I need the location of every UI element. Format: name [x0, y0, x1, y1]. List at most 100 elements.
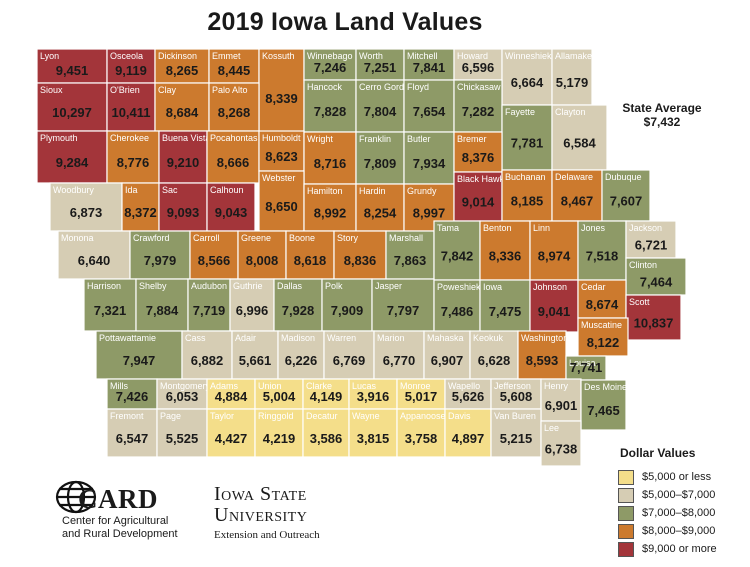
county-shape — [231, 330, 279, 380]
county-name: Pottawattamie — [99, 333, 156, 343]
county-cherokee: Cherokee 8,776 — [106, 130, 160, 184]
county-shape — [154, 48, 210, 84]
county-value: 9,043 — [215, 205, 248, 220]
county-value: 5,179 — [556, 75, 589, 90]
county-name: Greene — [241, 233, 271, 243]
county-shape — [106, 82, 156, 132]
county-name: Cass — [185, 333, 206, 343]
county-value: 5,525 — [166, 431, 199, 446]
county-name: Lucas — [352, 381, 377, 391]
county-shape — [373, 330, 425, 380]
county-shape — [206, 182, 256, 232]
county-allamakee: Allamakee 5,179 — [551, 48, 597, 106]
county-muscatine: Muscatine 8,122 — [577, 317, 629, 357]
county-name: Sioux — [40, 85, 63, 95]
county-name: Butler — [407, 134, 431, 144]
county-decatur: Decatur 3,586 — [302, 408, 350, 458]
county-jasper: Jasper 7,797 — [371, 278, 435, 332]
county-value: 8,445 — [218, 63, 251, 78]
county-name: Marion — [377, 333, 405, 343]
county-shape — [479, 220, 531, 281]
county-value: 5,626 — [452, 389, 485, 404]
county-shape — [433, 220, 481, 281]
legend-label: $5,000 or less — [642, 471, 712, 483]
county-shelby: Shelby 7,884 — [135, 278, 189, 332]
county-value: 8,992 — [314, 206, 347, 221]
county-sioux: Sioux 10,297 — [36, 82, 108, 132]
county-name: Woodbury — [53, 185, 94, 195]
county-shape — [189, 230, 239, 280]
county-value: 8,122 — [587, 335, 620, 350]
county-name: Pocahontas — [210, 133, 258, 143]
county-delaware: Delaware 8,467 — [551, 169, 603, 222]
county-value: 10,297 — [52, 105, 92, 120]
county-shape — [158, 130, 208, 184]
county-name: Clarke — [306, 381, 332, 391]
county-value: 6,907 — [431, 353, 464, 368]
county-shape — [229, 278, 275, 332]
county-name: Mitchell — [407, 51, 438, 61]
county-value: 5,608 — [500, 389, 533, 404]
county-buena-vista: Buena Vista 9,210 — [158, 130, 210, 184]
county-shape — [208, 82, 260, 132]
county-shape — [158, 182, 208, 232]
county-name: Palo Alto — [212, 85, 248, 95]
county-value: 7,947 — [123, 353, 156, 368]
county-value: 7,842 — [441, 249, 474, 264]
legend-title: Dollar Values — [620, 446, 696, 460]
isu-wordmark-line: University — [214, 504, 308, 526]
county-value: 7,426 — [116, 389, 149, 404]
county-shape — [348, 378, 398, 410]
county-shape — [403, 48, 455, 81]
county-adair: Adair 5,661 — [231, 330, 279, 380]
county-name: Allamakee — [555, 51, 597, 61]
county-value: 8,593 — [526, 353, 559, 368]
county-value: 8,618 — [294, 253, 327, 268]
county-marshall: Marshall 7,863 — [385, 230, 435, 280]
county-page: Page 5,525 — [156, 408, 208, 458]
county-value: 7,719 — [193, 303, 226, 318]
county-value: 8,623 — [265, 149, 298, 164]
county-buchanan: Buchanan 8,185 — [501, 169, 553, 222]
county-name: Cherokee — [110, 133, 149, 143]
county-iowa: Iowa 7,475 — [479, 279, 531, 333]
county-name: Keokuk — [473, 333, 504, 343]
county-name: Wayne — [352, 411, 380, 421]
county-name: Polk — [325, 281, 343, 291]
county-warren: Warren 6,769 — [323, 330, 375, 380]
county-value: 8,376 — [462, 150, 495, 165]
county-shape — [321, 278, 373, 332]
county-van-buren: Van Buren 5,215 — [490, 408, 542, 458]
county-shape — [453, 48, 503, 81]
county-floyd: Floyd 7,654 — [403, 79, 455, 133]
county-shape — [625, 257, 687, 296]
county-dickinson: Dickinson 8,265 — [154, 48, 210, 84]
legend: Dollar Values $5,000 or less $5,000–$7,0… — [618, 446, 748, 558]
legend-swatch — [618, 541, 634, 557]
county-shape — [355, 183, 405, 232]
county-value: 7,863 — [394, 253, 427, 268]
county-name: Story — [337, 233, 359, 243]
county-shape — [444, 408, 492, 458]
county-ida: Ida 8,372 — [121, 182, 160, 232]
county-value: 6,996 — [236, 303, 269, 318]
county-name: Bremer — [457, 134, 487, 144]
county-value: 8,185 — [511, 194, 544, 209]
county-value: 8,716 — [314, 156, 347, 171]
county-name: Osceola — [110, 51, 143, 61]
county-value: 8,666 — [217, 155, 250, 170]
county-clayton: Clayton 6,584 — [551, 104, 608, 171]
county-name: Marshall — [389, 233, 423, 243]
county-emmet: Emmet 8,445 — [208, 48, 260, 84]
county-fayette: Fayette 7,781 — [501, 104, 553, 171]
county-value: 7,518 — [586, 249, 619, 264]
county-name: Poweshiek — [437, 282, 481, 292]
county-value: 4,897 — [452, 431, 485, 446]
county-value: 7,979 — [144, 253, 177, 268]
county-name: Davis — [448, 411, 471, 421]
county-marion: Marion 6,770 — [373, 330, 425, 380]
county-value: 8,265 — [166, 63, 199, 78]
